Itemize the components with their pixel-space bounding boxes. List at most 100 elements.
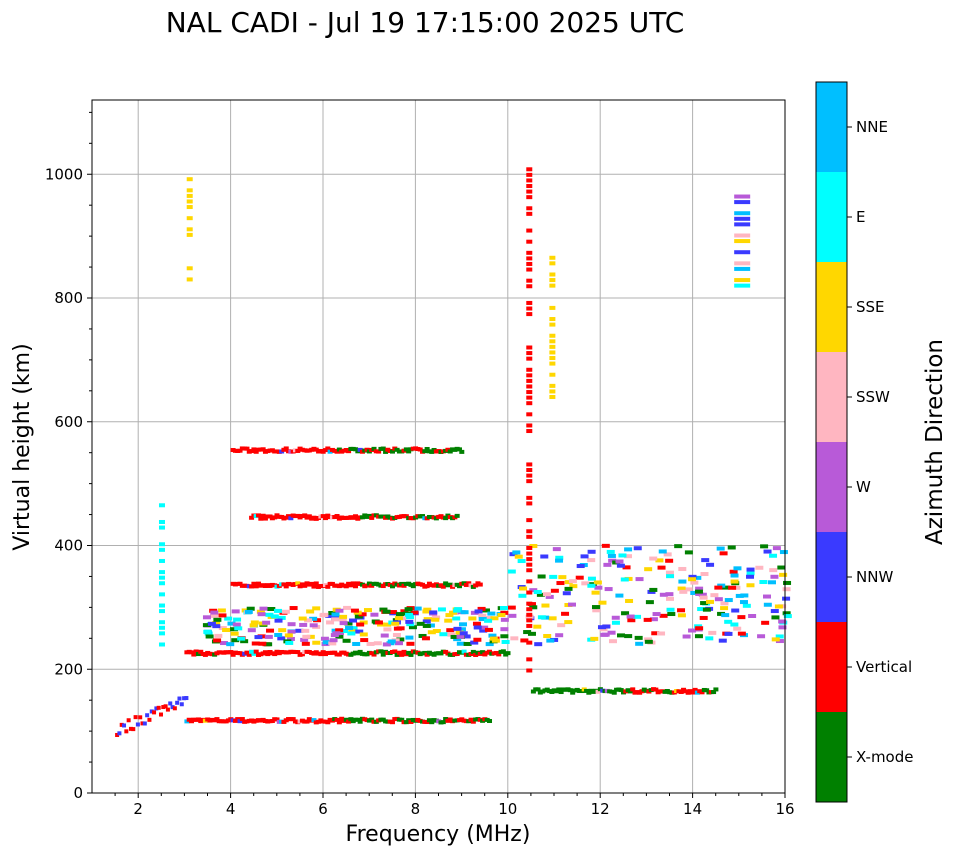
echo-mark [634, 635, 643, 640]
colorbar-segment [816, 352, 847, 442]
echo-mark [601, 543, 610, 548]
echo-mark [526, 501, 533, 506]
echo-mark [644, 637, 653, 642]
echo-mark [374, 620, 383, 625]
echo-mark [763, 602, 772, 607]
echo-mark [549, 339, 556, 344]
echo-mark [158, 570, 165, 575]
echo-mark [250, 620, 259, 625]
echo-mark [526, 351, 533, 356]
echo-mark [746, 571, 755, 576]
echo-mark [394, 652, 400, 657]
echo-mark [363, 608, 372, 613]
echo-mark [214, 717, 220, 722]
echo-mark [713, 687, 719, 692]
echo-mark [210, 610, 219, 615]
echo-mark [344, 621, 353, 626]
echo-mark [246, 606, 255, 611]
echo-mark [131, 727, 136, 732]
echo-mark [158, 642, 165, 647]
echo-mark [323, 516, 328, 521]
echo-mark [440, 720, 446, 725]
y-axis-label: Virtual height (km) [10, 343, 35, 550]
echo-mark [237, 719, 243, 724]
data-marks [115, 167, 792, 737]
echo-mark [526, 412, 533, 417]
echo-mark [658, 549, 667, 554]
echo-mark [158, 575, 165, 580]
x-tick-label: 14 [683, 800, 702, 818]
echo-mark [499, 605, 508, 610]
colorbar-label: Azimuth Direction [922, 339, 948, 545]
echo-mark [693, 575, 702, 580]
echo-mark [405, 635, 414, 640]
echo-mark [429, 610, 438, 615]
echo-mark [477, 606, 486, 611]
echo-mark [677, 608, 686, 613]
echo-mark [526, 261, 533, 266]
echo-mark [633, 614, 642, 619]
echo-mark [405, 619, 414, 624]
echo-mark [734, 200, 751, 205]
echo-mark [602, 624, 611, 629]
echo-mark [783, 614, 792, 619]
echo-mark [734, 222, 751, 227]
echo-mark [378, 649, 384, 654]
echo-mark [453, 626, 462, 631]
echo-mark [519, 586, 528, 591]
echo-mark [459, 622, 468, 627]
echo-mark [721, 613, 730, 618]
echo-mark [473, 637, 482, 642]
echo-mark [549, 333, 556, 338]
echo-mark [172, 706, 177, 711]
echo-mark [443, 516, 449, 521]
echo-mark [644, 639, 653, 644]
echo-mark [274, 618, 283, 623]
echo-mark [168, 701, 173, 706]
echo-mark [555, 558, 564, 563]
echo-mark [688, 577, 697, 582]
x-tick-label: 12 [591, 800, 610, 818]
echo-mark [526, 534, 533, 539]
echo-mark [339, 614, 348, 619]
echo-mark [437, 607, 446, 612]
echo-mark [734, 278, 751, 283]
x-axis-label: Frequency (MHz) [346, 822, 531, 847]
echo-mark [260, 513, 266, 518]
echo-mark [543, 634, 552, 639]
echo-mark [526, 623, 533, 628]
echo-mark [184, 696, 189, 701]
echo-mark [717, 583, 726, 588]
echo-mark [380, 446, 386, 451]
echo-mark [507, 569, 516, 574]
echo-mark [783, 580, 792, 585]
echo-mark [526, 390, 533, 395]
echo-mark [277, 615, 286, 620]
echo-mark [158, 631, 165, 636]
echo-mark [322, 640, 331, 645]
echo-mark [526, 306, 533, 311]
chart-title: NAL CADI - Jul 19 17:15:00 2025 UTC [166, 6, 685, 39]
echo-mark [319, 613, 328, 618]
echo-mark [179, 702, 184, 707]
echo-mark [423, 617, 432, 622]
echo-mark [295, 448, 301, 453]
echo-mark [382, 642, 391, 647]
echo-mark [246, 652, 252, 657]
echo-mark [599, 627, 608, 632]
echo-mark [301, 641, 310, 646]
echo-mark [283, 584, 289, 589]
colorbar-tick-label: NNE [856, 118, 888, 136]
echo-mark [526, 579, 533, 584]
echo-mark [526, 356, 533, 361]
echo-mark [526, 300, 533, 305]
echo-mark [607, 630, 616, 635]
echo-mark [360, 638, 369, 643]
echo-mark [312, 606, 321, 611]
echo-mark [526, 590, 533, 595]
echo-mark [392, 649, 398, 654]
echo-mark [545, 594, 554, 599]
echo-mark [549, 574, 558, 579]
echo-mark [124, 729, 129, 734]
echo-mark [346, 449, 352, 454]
